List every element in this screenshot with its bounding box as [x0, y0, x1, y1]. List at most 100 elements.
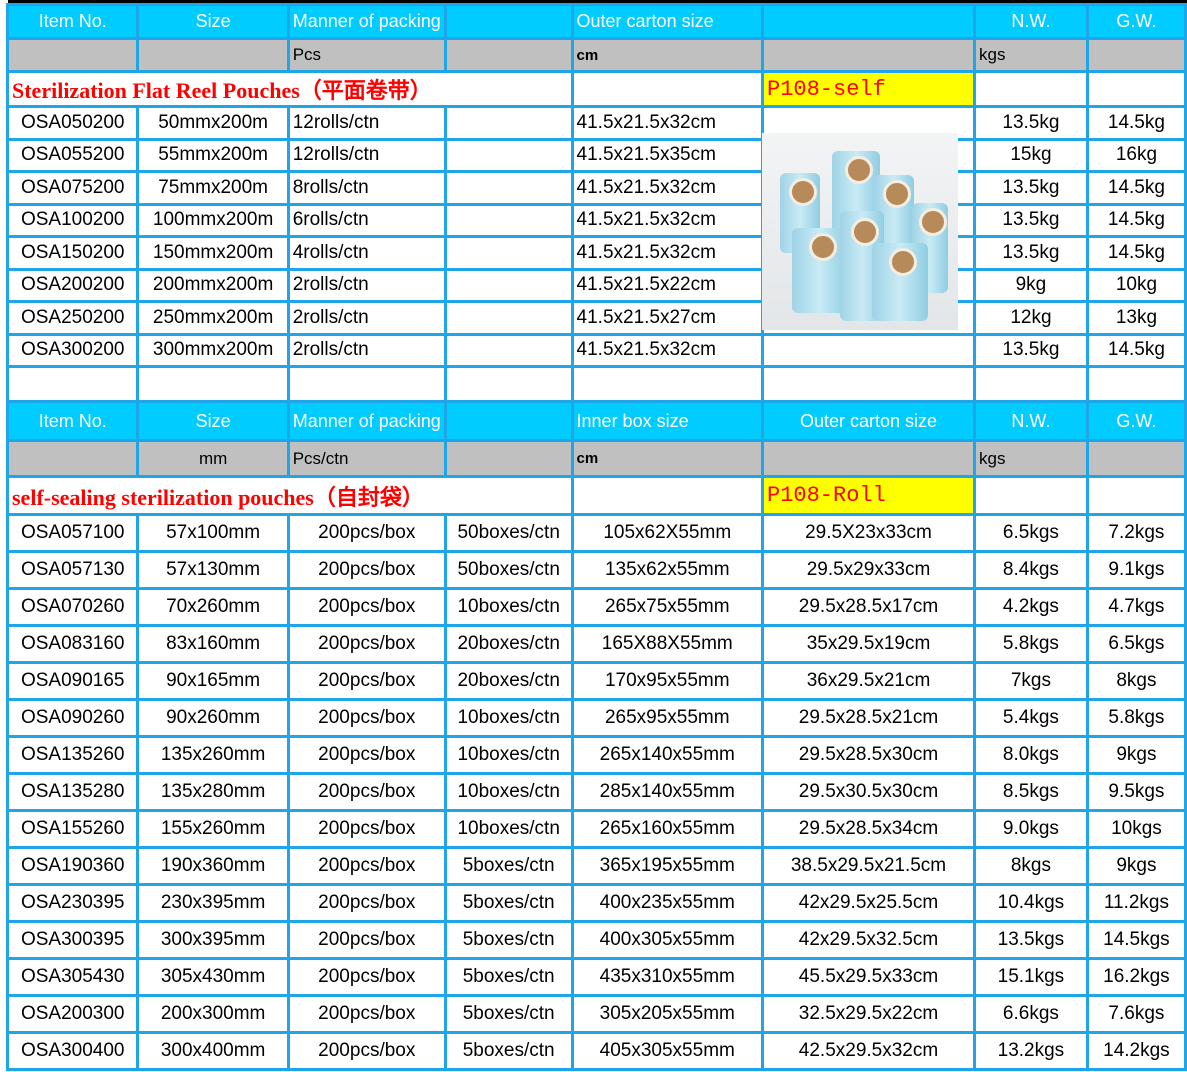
table-cell [1085, 365, 1187, 403]
table-cell: 50boxes/ctn [443, 513, 574, 553]
table-cell: 400x305x55mm [570, 920, 765, 960]
table-row: OSA057100 57x100mm 200pcs/box 50boxes/ctn 10… [5, 513, 1187, 553]
table-cell: 70x260mm [136, 587, 290, 627]
table-cell: 13.5kgs [972, 920, 1089, 960]
table-cell: 10boxes/ctn [443, 735, 574, 775]
table-cell: OSA090165 [5, 661, 140, 701]
spacer-row [5, 365, 1187, 403]
table-cell: 29.5x29x33cm [761, 550, 976, 590]
table-cell: 14.5kgs [1085, 920, 1187, 960]
table-row: OSA075200 75mmx200m 8rolls/ctn 41.5x21.5x32… [5, 170, 1187, 206]
table-cell: OSA057130 [5, 550, 140, 590]
table-cell: 29.5x28.5x17cm [761, 587, 976, 627]
table-cell: OSA075200 [5, 170, 140, 206]
table-row: OSA300200 300mmx200m 2rolls/ctn 41.5x21.5x3… [5, 332, 1187, 368]
table-cell: 9kgs [1085, 735, 1187, 775]
table-row: OSA135280 135x280mm 200pcs/box 10boxes/ctn 2… [5, 772, 1187, 812]
unit-label: cm [570, 37, 765, 73]
table-cell [570, 475, 765, 516]
table-cell: 8kgs [1085, 661, 1187, 701]
table-cell: 230x395mm [136, 883, 290, 923]
table-cell: 14.5kg [1085, 202, 1187, 238]
unit-label [443, 37, 574, 73]
table-cell: 200pcs/box [286, 513, 447, 553]
table-cell: 200pcs/box [286, 957, 447, 997]
table-cell: 265x95x55mm [570, 698, 765, 738]
table-cell: 200pcs/box [286, 661, 447, 701]
table-cell: 200mmx200m [136, 267, 290, 303]
table-cell: 42.5x29.5x32cm [761, 1031, 976, 1071]
table-cell: 57x100mm [136, 513, 290, 553]
section-title-row: Sterilization Flat Reel Pouches（平面卷带） P10… [6, 70, 1187, 108]
table-cell: 300x395mm [136, 920, 290, 960]
column-header: G.W. [1085, 3, 1187, 40]
table-cell [972, 365, 1089, 403]
unit-label: kgs [972, 37, 1089, 73]
table-cell: 13kg [1085, 300, 1187, 336]
table-cell: 10boxes/ctn [443, 587, 574, 627]
table-row: OSA300395 300x395mm 200pcs/box 5boxes/ctn 40… [5, 920, 1187, 960]
table-row: OSA083160 83x160mm 200pcs/box 20boxes/ctn 16… [5, 624, 1187, 664]
table-row: OSA090165 90x165mm 200pcs/box 20boxes/ctn 17… [5, 661, 1187, 701]
unit-label [761, 37, 976, 73]
column-header: Outer carton size [761, 400, 976, 442]
table-cell [443, 332, 574, 368]
table-cell: 8.4kgs [972, 550, 1089, 590]
table-cell: 170x95x55mm [570, 661, 765, 701]
product-code: P108-Roll [761, 475, 976, 516]
table-cell: 9.5kgs [1085, 772, 1187, 812]
table-cell: 2rolls/ctn [286, 267, 447, 303]
table-row: OSA150200 150mmx200m 4rolls/ctn 41.5x21.5x3… [5, 235, 1187, 271]
table-cell: 305x430mm [136, 957, 290, 997]
table-cell: 14.5kg [1085, 105, 1187, 141]
header-row: Item No. Size Manner of packing Inner box s… [5, 400, 1187, 442]
table-cell: 265x140x55mm [570, 735, 765, 775]
units-row: mm Pcs/ctn cm kgs [5, 439, 1187, 478]
column-header [443, 3, 574, 40]
column-header: N.W. [972, 400, 1089, 442]
table-cell: 285x140x55mm [570, 772, 765, 812]
table-cell [443, 137, 574, 173]
table-cell: 190x360mm [136, 846, 290, 886]
table-cell: 265x75x55mm [570, 587, 765, 627]
table-cell: OSA155260 [5, 809, 140, 849]
table-cell: OSA190360 [5, 846, 140, 886]
table-row: OSA305430 305x430mm 200pcs/box 5boxes/ctn 43… [5, 957, 1187, 997]
table-cell [570, 70, 765, 108]
table-cell: 8rolls/ctn [286, 170, 447, 206]
table-cell: 41.5x21.5x35cm [570, 137, 765, 173]
table-cell: 405x305x55mm [570, 1031, 765, 1071]
table-cell: OSA135260 [5, 735, 140, 775]
table-cell: 200pcs/box [286, 846, 447, 886]
table-row: OSA057130 57x130mm 200pcs/box 50boxes/ctn 13… [5, 550, 1187, 590]
table-row: OSA135260 135x260mm 200pcs/box 10boxes/ctn 2… [5, 735, 1187, 775]
column-header: Inner box size [570, 400, 765, 442]
section-title: Sterilization Flat Reel Pouches（平面卷带） [6, 70, 574, 108]
table-cell: 200pcs/box [286, 550, 447, 590]
table-cell: 2rolls/ctn [286, 332, 447, 368]
table-cell: 2rolls/ctn [286, 300, 447, 336]
table-cell [1085, 475, 1187, 516]
table-cell: 9kgs [1085, 846, 1187, 886]
table-cell: 435x310x55mm [570, 957, 765, 997]
table-cell: 90x165mm [136, 661, 290, 701]
product-spec-table: Item No. Size Manner of packing Outer carto… [5, 3, 1187, 1071]
table-cell: 41.5x21.5x32cm [570, 332, 765, 368]
table-cell: 13.5kg [972, 235, 1089, 271]
table-cell: 42x29.5x25.5cm [761, 883, 976, 923]
table-cell: 7.6kgs [1085, 994, 1187, 1034]
table-cell: OSA100200 [5, 202, 140, 238]
table-cell: 20boxes/ctn [443, 624, 574, 664]
column-header: Outer carton size [570, 3, 765, 40]
table-cell: 11.2kgs [1085, 883, 1187, 923]
table-cell: 10boxes/ctn [443, 698, 574, 738]
table-cell: 14.5kg [1085, 332, 1187, 368]
table-cell: 10boxes/ctn [443, 772, 574, 812]
unit-label: Pcs [286, 37, 447, 73]
table-cell: 20boxes/ctn [443, 661, 574, 701]
table-cell [443, 202, 574, 238]
table-cell: 105x62X55mm [570, 513, 765, 553]
table-row: OSA090260 90x260mm 200pcs/box 10boxes/ctn 26… [5, 698, 1187, 738]
table-cell: 6.5kgs [972, 513, 1089, 553]
table-cell: 12rolls/ctn [286, 105, 447, 141]
